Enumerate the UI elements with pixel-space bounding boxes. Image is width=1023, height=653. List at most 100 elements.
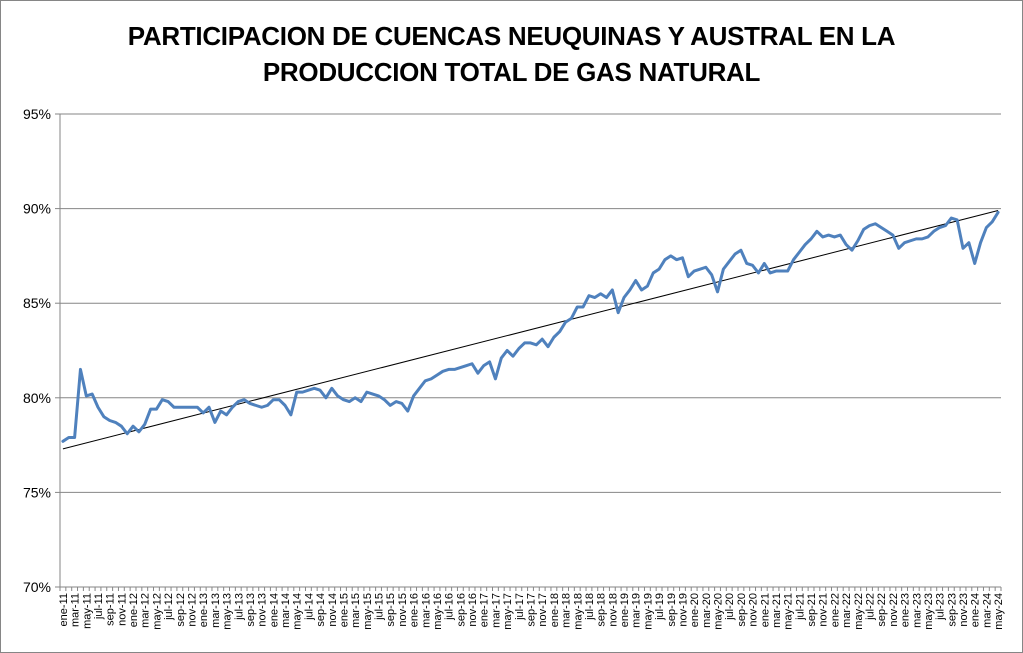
- x-tick-label: nov-11: [116, 593, 128, 626]
- x-tick-label: may-18: [572, 593, 584, 630]
- x-tick-label: mar-11: [70, 593, 82, 627]
- x-tick-label: sep-23: [946, 593, 958, 627]
- x-tick-label: mar-16: [420, 593, 432, 628]
- x-tick-label: sep-17: [526, 593, 538, 627]
- x-tick-label: ene-13: [198, 593, 210, 627]
- x-tick-label: jul-11: [93, 593, 105, 620]
- x-tick-label: jul-23: [935, 593, 947, 621]
- x-tick-label: ene-11: [58, 593, 70, 626]
- x-tick-label: mar-19: [631, 593, 643, 628]
- chart-title-line-2: PRODUCCION TOTAL DE GAS NATURAL: [262, 57, 761, 87]
- trendline-layer: [62, 210, 999, 450]
- x-tick-label: may-22: [853, 593, 865, 630]
- x-tick-label: ene-17: [479, 593, 491, 627]
- x-tick-label: may-19: [642, 593, 654, 630]
- x-tick-label: jul-21: [794, 593, 806, 621]
- x-tick-label: may-12: [151, 593, 163, 630]
- x-tick-label: jul-14: [303, 593, 315, 621]
- x-tick-label: sep-12: [175, 593, 187, 627]
- x-tick-label: sep-14: [315, 593, 327, 627]
- x-tick-label: sep-19: [666, 593, 678, 627]
- x-tick-label: mar-14: [280, 593, 292, 628]
- x-tick-label: jul-19: [654, 593, 666, 621]
- y-tick-label: 75%: [23, 484, 51, 500]
- x-tick-label: mar-20: [701, 593, 713, 628]
- chart-title: PARTICIPACION DE CUENCAS NEUQUINAS Y AUS…: [0, 18, 1023, 90]
- x-tick-label: nov-16: [467, 593, 479, 627]
- x-tick-label: ene-20: [689, 593, 701, 627]
- x-tick-label: jul-20: [724, 593, 736, 621]
- y-tick-label: 95%: [23, 106, 51, 122]
- y-tick-label: 80%: [23, 390, 51, 406]
- y-tick-label: 90%: [23, 201, 51, 217]
- x-tick-label: jul-16: [444, 593, 456, 621]
- x-tick-label: nov-20: [748, 593, 760, 627]
- x-tick-label: mar-12: [140, 593, 152, 628]
- x-tick-label: nov-13: [257, 593, 269, 627]
- x-tick-label: may-13: [222, 593, 234, 630]
- x-tick-label: ene-12: [128, 593, 140, 627]
- x-tick-label: ene-18: [549, 593, 561, 627]
- axes: [55, 113, 1002, 591]
- x-tick-label: jul-13: [233, 593, 245, 621]
- x-tick-label: sep-18: [596, 593, 608, 627]
- x-tick-label: may-16: [432, 593, 444, 630]
- x-axis-ticks: ene-11 mar-11 may-11 jul-11 sep-11 nov-11 ene-…: [58, 593, 1005, 630]
- x-tick-label: may-11: [81, 593, 93, 629]
- x-tick-label: jul-15: [374, 593, 386, 621]
- x-tick-label: ene-23: [900, 593, 912, 627]
- x-tick-label: mar-13: [210, 593, 222, 628]
- x-tick-label: sep-13: [245, 593, 257, 627]
- series-layer: [61, 210, 1000, 443]
- x-tick-label: may-20: [713, 593, 725, 630]
- x-tick-label: may-17: [502, 593, 514, 630]
- x-tick-label: sep-22: [876, 593, 888, 627]
- x-tick-label: mar-18: [561, 593, 573, 628]
- x-tick-label: jul-22: [864, 593, 876, 621]
- x-tick-label: ene-21: [759, 593, 771, 627]
- x-tick-label: jul-12: [163, 593, 175, 621]
- y-tick-label: 70%: [23, 579, 51, 595]
- x-tick-label: sep-21: [806, 593, 818, 627]
- x-tick-label: nov-15: [397, 593, 409, 627]
- y-axis-ticks: 70% 75% 80% 85% 90% 95%: [23, 106, 51, 595]
- x-tick-label: jul-18: [584, 593, 596, 621]
- y-tick-label: 85%: [23, 295, 51, 311]
- x-tick-label: may-14: [292, 593, 304, 630]
- chart-title-line-1: PARTICIPACION DE CUENCAS NEUQUINAS Y AUS…: [127, 21, 896, 51]
- x-tick-label: mar-15: [350, 593, 362, 628]
- x-tick-label: ene-15: [338, 593, 350, 627]
- x-tick-label: nov-17: [537, 593, 549, 627]
- x-tick-label: nov-14: [327, 593, 339, 627]
- x-tick-label: nov-18: [607, 593, 619, 627]
- x-tick-label: nov-22: [888, 593, 900, 627]
- trendline: [62, 210, 999, 450]
- x-tick-label: sep-15: [385, 593, 397, 627]
- x-tick-label: ene-19: [619, 593, 631, 627]
- x-tick-label: ene-22: [829, 593, 841, 627]
- x-tick-label: jul-17: [514, 593, 526, 621]
- x-tick-label: may-24: [993, 593, 1005, 630]
- x-tick-label: sep-20: [736, 593, 748, 627]
- x-tick-label: nov-21: [818, 593, 830, 627]
- x-tick-label: mar-24: [981, 593, 993, 628]
- gridlines: [60, 113, 1001, 493]
- x-tick-label: mar-22: [841, 593, 853, 628]
- x-tick-label: ene-24: [970, 593, 982, 627]
- x-tick-label: may-23: [923, 593, 935, 630]
- series-line: [61, 210, 1000, 443]
- x-tick-label: mar-23: [911, 593, 923, 628]
- x-tick-label: may-15: [362, 593, 374, 630]
- x-tick-label: mar-21: [771, 593, 783, 628]
- x-tick-label: ene-16: [409, 593, 421, 627]
- x-tick-label: sep-16: [455, 593, 467, 627]
- x-tick-label: mar-17: [490, 593, 502, 628]
- x-tick-label: nov-19: [677, 593, 689, 627]
- x-tick-label: sep-11: [105, 593, 117, 626]
- x-tick-label: nov-12: [187, 593, 199, 627]
- x-tick-label: may-21: [783, 593, 795, 630]
- x-tick-label: ene-14: [268, 593, 280, 627]
- x-tick-label: nov-23: [958, 593, 970, 627]
